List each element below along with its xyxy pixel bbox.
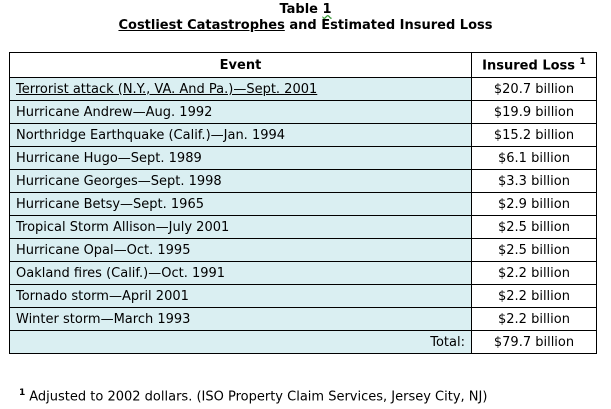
table-body: Terrorist attack (N.Y., VA. And Pa.)—Sep…: [9, 77, 597, 331]
total-row: Total: $79.7 billion: [9, 330, 597, 354]
table-row: Winter storm—March 1993 $2.2 billion: [9, 307, 597, 331]
table-row: Tropical Storm Allison—July 2001 $2.5 bil…: [9, 215, 597, 239]
event-name: Tropical Storm Allison—July 2001: [16, 219, 230, 235]
total-value: $79.7 billion: [471, 330, 597, 354]
event-name: Hurricane Betsy—Sept. 1965: [16, 196, 204, 212]
event-cell: Hurricane Betsy—Sept. 1965: [9, 192, 472, 216]
event-name: Northridge Earthquake (Calif.)—Jan. 1994: [16, 127, 286, 143]
event-cell: Hurricane Andrew—Aug. 1992: [9, 100, 472, 124]
event-cell: Tropical Storm Allison—July 2001: [9, 215, 472, 239]
footnote-text: Adjusted to 2002 dollars. (ISO Property …: [29, 389, 488, 405]
event-cell: Winter storm—March 1993: [9, 307, 472, 331]
insured-loss-cell: $3.3 billion: [471, 169, 597, 193]
event-name: Terrorist attack (N.Y., VA. And Pa.)—Sep…: [16, 81, 318, 97]
table-row: Hurricane Hugo—Sept. 1989 $6.1 billion: [9, 146, 597, 170]
table-row: Hurricane Opal—Oct. 1995 $2.5 billion: [9, 238, 597, 262]
table-row: Tornado storm—April 2001 $2.2 billion: [9, 284, 597, 308]
table-row: Hurricane Andrew—Aug. 1992 $19.9 billion: [9, 100, 597, 124]
event-cell: Northridge Earthquake (Calif.)—Jan. 1994: [9, 123, 472, 147]
table-row: Terrorist attack (N.Y., VA. And Pa.)—Sep…: [9, 77, 597, 101]
event-name: Hurricane Hugo—Sept. 1989: [16, 150, 202, 166]
insured-loss-cell: $2.5 billion: [471, 238, 597, 262]
insured-loss-cell: $2.9 billion: [471, 192, 597, 216]
insured-loss-cell: $2.2 billion: [471, 284, 597, 308]
event-column-header: Event: [9, 52, 472, 78]
event-name: Tornado storm—April 2001: [16, 288, 189, 304]
event-cell: Terrorist attack (N.Y., VA. And Pa.)—Sep…: [9, 77, 472, 101]
table-number: Table 1: [0, 2, 611, 18]
table-header-row: Event Insured Loss 1: [9, 52, 597, 78]
insured-loss-column-header: Insured Loss 1: [471, 52, 597, 78]
event-name: Winter storm—March 1993: [16, 311, 191, 327]
table-caption: Table 1 Costliest Catastrophes and Estim…: [0, 2, 611, 34]
table-row: Oakland fires (Calif.)—Oct. 1991 $2.2 bil…: [9, 261, 597, 285]
table-title: Costliest Catastrophes and Estimated Ins…: [0, 18, 611, 34]
catastrophes-table: Event Insured Loss 1 Terrorist attack (N…: [9, 52, 597, 354]
insured-loss-cell: $20.7 billion: [471, 77, 597, 101]
footnote-marker: 1: [19, 388, 26, 398]
event-cell: Tornado storm—April 2001: [9, 284, 472, 308]
event-cell: Hurricane Hugo—Sept. 1989: [9, 146, 472, 170]
event-cell: Hurricane Opal—Oct. 1995: [9, 238, 472, 262]
insured-loss-cell: $15.2 billion: [471, 123, 597, 147]
event-name: Hurricane Georges—Sept. 1998: [16, 173, 222, 189]
insured-loss-cell: $2.2 billion: [471, 261, 597, 285]
footnote: 1 Adjusted to 2002 dollars. (ISO Property…: [19, 385, 487, 405]
table-title-underlined: Costliest Catastrophes: [118, 18, 285, 33]
event-name: Oakland fires (Calif.)—Oct. 1991: [16, 265, 226, 281]
insured-loss-cell: $2.2 billion: [471, 307, 597, 331]
total-label: Total:: [9, 330, 472, 354]
event-name: Hurricane Opal—Oct. 1995: [16, 242, 191, 258]
table-row: Hurricane Betsy—Sept. 1965 $2.9 billion: [9, 192, 597, 216]
table-row: Hurricane Georges—Sept. 1998 $3.3 billion: [9, 169, 597, 193]
insured-loss-cell: $6.1 billion: [471, 146, 597, 170]
table-title-rest: and Estimated Insured Loss: [284, 18, 493, 33]
insured-loss-cell: $2.5 billion: [471, 215, 597, 239]
table-number-value: 1: [322, 2, 332, 17]
event-cell: Hurricane Georges—Sept. 1998: [9, 169, 472, 193]
table-row: Northridge Earthquake (Calif.)—Jan. 1994…: [9, 123, 597, 147]
event-name: Hurricane Andrew—Aug. 1992: [16, 104, 213, 120]
event-cell: Oakland fires (Calif.)—Oct. 1991: [9, 261, 472, 285]
insured-loss-cell: $19.9 billion: [471, 100, 597, 124]
table-word: Table: [279, 2, 318, 17]
footnote-marker: 1: [579, 56, 586, 67]
